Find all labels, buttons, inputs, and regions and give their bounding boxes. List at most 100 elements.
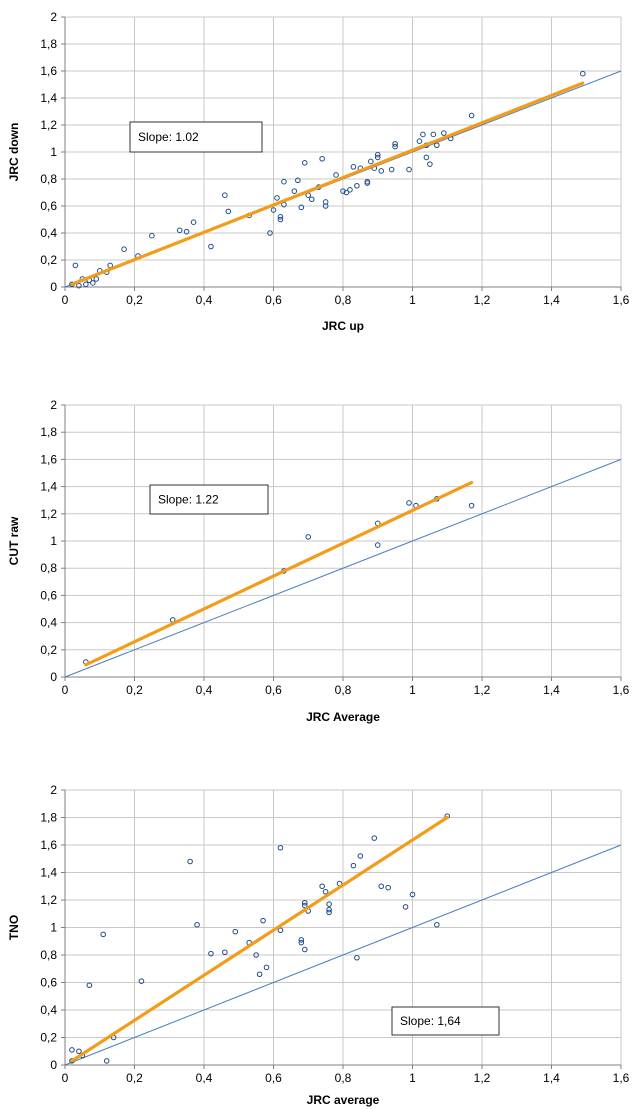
data-point bbox=[277, 216, 284, 223]
data-point bbox=[301, 899, 308, 906]
y-tick-label: 2 bbox=[50, 398, 57, 412]
x-tick-label: 0,8 bbox=[335, 683, 352, 697]
data-point bbox=[326, 909, 332, 916]
data-point bbox=[194, 921, 200, 928]
data-point bbox=[416, 138, 423, 144]
y-tick-label: 0,4 bbox=[40, 616, 57, 630]
y-tick-label: 1,2 bbox=[40, 118, 57, 132]
data-point bbox=[343, 189, 350, 196]
data-point bbox=[260, 917, 266, 924]
data-point bbox=[305, 534, 312, 540]
data-point bbox=[468, 112, 475, 119]
y-tick-label: 1,8 bbox=[40, 425, 57, 439]
data-point bbox=[322, 203, 329, 209]
x-tick-label: 0,6 bbox=[265, 293, 282, 307]
y-tick-label: 0,6 bbox=[40, 199, 57, 213]
y-tick-label: 1,2 bbox=[40, 507, 57, 521]
reference-line bbox=[64, 844, 622, 1066]
data-point bbox=[267, 230, 273, 236]
data-point bbox=[392, 141, 398, 147]
y-axis-title: JRC down bbox=[7, 123, 21, 182]
data-point bbox=[190, 219, 197, 225]
data-point bbox=[406, 166, 412, 173]
y-tick-label: 0,4 bbox=[40, 226, 57, 240]
data-point bbox=[149, 232, 155, 239]
x-tick-label: 1,4 bbox=[543, 293, 560, 307]
data-point bbox=[301, 946, 308, 953]
data-point bbox=[579, 70, 586, 77]
data-point bbox=[291, 188, 298, 194]
slope-annotation-box bbox=[149, 484, 269, 515]
y-tick-label: 0 bbox=[50, 280, 57, 294]
y-tick-label: 1,2 bbox=[40, 893, 57, 907]
data-point bbox=[374, 542, 381, 548]
x-tick-label: 0,8 bbox=[335, 1071, 352, 1085]
data-point bbox=[333, 172, 339, 178]
fit-line bbox=[84, 480, 474, 667]
y-tick-label: 0,6 bbox=[40, 976, 57, 990]
data-point bbox=[319, 155, 325, 162]
data-point bbox=[322, 199, 329, 205]
data-point bbox=[274, 195, 280, 201]
y-tick-label: 1,6 bbox=[40, 64, 57, 78]
x-axis-title: JRC up bbox=[322, 319, 364, 333]
y-tick-label: 1 bbox=[50, 534, 57, 548]
chart-jrc-down-vs-up: 0 0,2 0,4 0,6 0,8 1 1,2 1,4 1,6 1,8 2 0 0,2 0,4 0,6 0,8… bbox=[7, 10, 630, 333]
x-tick-label: 0,6 bbox=[265, 683, 282, 697]
x-tick-label: 0,8 bbox=[335, 293, 352, 307]
x-tick-label: 0 bbox=[62, 293, 69, 307]
x-tick-label: 1,4 bbox=[543, 1071, 560, 1085]
x-tick-label: 0 bbox=[62, 1071, 69, 1085]
data-point bbox=[378, 883, 385, 890]
y-axis-title: TNO bbox=[7, 915, 21, 940]
data-point bbox=[308, 196, 315, 203]
x-tick-label: 0,4 bbox=[196, 293, 213, 307]
data-point bbox=[347, 187, 353, 193]
x-tick-label: 1,6 bbox=[613, 683, 630, 697]
x-tick-label: 0,4 bbox=[196, 683, 213, 697]
x-tick-label: 1 bbox=[409, 293, 416, 307]
data-point bbox=[90, 280, 96, 286]
data-point bbox=[322, 888, 329, 895]
data-point bbox=[354, 182, 360, 189]
data-point bbox=[232, 928, 239, 935]
data-point bbox=[350, 862, 357, 869]
data-point bbox=[298, 204, 305, 211]
data-point bbox=[138, 978, 145, 984]
data-point bbox=[301, 902, 308, 909]
data-point bbox=[420, 131, 426, 138]
x-tick-label: 0 bbox=[62, 683, 69, 697]
data-point bbox=[208, 243, 214, 250]
data-point bbox=[364, 180, 371, 186]
data-point bbox=[406, 500, 412, 506]
y-tick-label: 0,8 bbox=[40, 561, 57, 575]
data-point bbox=[295, 177, 301, 184]
data-point bbox=[427, 161, 433, 167]
x-tick-label: 0,6 bbox=[265, 1071, 282, 1085]
data-point bbox=[256, 971, 263, 978]
data-point bbox=[409, 891, 416, 898]
data-point bbox=[208, 950, 214, 957]
data-point bbox=[298, 937, 305, 943]
x-tick-label: 1,4 bbox=[543, 683, 560, 697]
fit-line bbox=[70, 815, 449, 1063]
chart-cut-raw-vs-jrc-average: 0 0,2 0,4 0,6 0,8 1 1,2 1,4 1,6 1,8 2 0 0,2 0,4 0,6 0,8… bbox=[7, 398, 630, 724]
y-tick-label: 0,6 bbox=[40, 588, 57, 602]
data-point bbox=[281, 178, 287, 185]
data-point bbox=[298, 939, 305, 946]
x-tick-label: 1,2 bbox=[474, 683, 491, 697]
x-tick-label: 0,2 bbox=[126, 683, 143, 697]
y-tick-label: 1,6 bbox=[40, 838, 57, 852]
y-tick-label: 1,8 bbox=[40, 37, 57, 51]
data-point bbox=[326, 906, 332, 913]
slope-annotation-text: Slope: 1.02 bbox=[138, 130, 199, 144]
data-point bbox=[263, 964, 270, 971]
data-point bbox=[430, 131, 437, 138]
reference-line bbox=[64, 458, 622, 678]
slope-annotation-box bbox=[391, 1006, 500, 1036]
data-point bbox=[374, 154, 381, 161]
y-axis-title: CUT raw bbox=[7, 516, 21, 565]
data-point bbox=[388, 166, 395, 173]
x-tick-label: 0,2 bbox=[126, 1071, 143, 1085]
data-point bbox=[76, 282, 82, 289]
